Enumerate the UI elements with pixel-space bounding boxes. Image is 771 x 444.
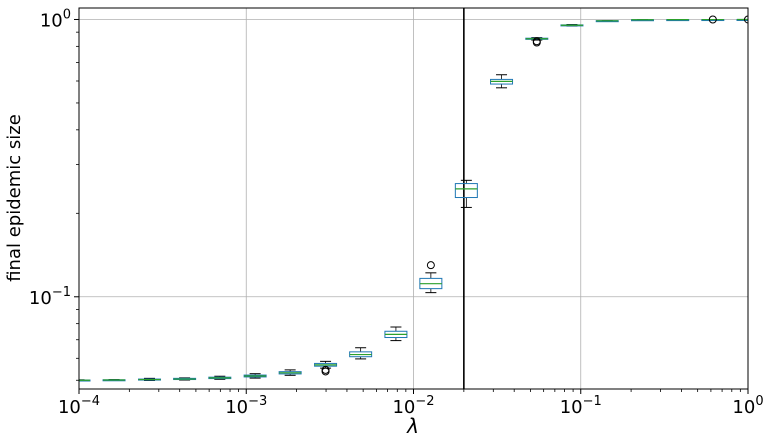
x-tick-label: 100 — [732, 394, 763, 418]
x-tick-label: 10−3 — [225, 394, 267, 418]
box — [490, 74, 514, 89]
box-flier — [744, 15, 748, 24]
boxes — [79, 15, 748, 382]
y-tick-label: 10−1 — [29, 285, 71, 309]
boxes-clipped — [79, 15, 748, 382]
box — [384, 326, 408, 342]
box — [666, 18, 690, 22]
box — [243, 373, 267, 379]
box — [595, 20, 619, 23]
box — [278, 369, 302, 376]
y-tick-label: 100 — [40, 7, 71, 31]
box — [701, 15, 725, 24]
x-tick-label: 10−4 — [58, 394, 100, 418]
box — [454, 179, 478, 208]
x-tick-label: 10−2 — [392, 394, 434, 418]
box — [173, 377, 197, 381]
x-axis-label: λ — [406, 414, 419, 438]
box — [349, 347, 373, 360]
y-axis-label: final epidemic size — [4, 114, 25, 282]
box-body — [454, 183, 478, 199]
box — [631, 19, 655, 22]
box — [138, 377, 162, 382]
x-ticks: 10−4 10−3 10−2 10−1 100 — [58, 389, 764, 418]
box — [419, 261, 443, 294]
box-flier — [708, 15, 717, 24]
box — [102, 379, 126, 382]
box — [79, 379, 91, 382]
box-flier — [532, 38, 541, 47]
box — [560, 24, 584, 27]
box — [525, 37, 549, 47]
x-tick-label: 10−1 — [560, 394, 602, 418]
box-flier — [426, 261, 435, 270]
box — [736, 15, 748, 24]
box — [314, 360, 338, 376]
y-ticks: 10−1 100 — [29, 7, 79, 381]
box-flier — [321, 367, 330, 376]
box — [208, 375, 232, 380]
